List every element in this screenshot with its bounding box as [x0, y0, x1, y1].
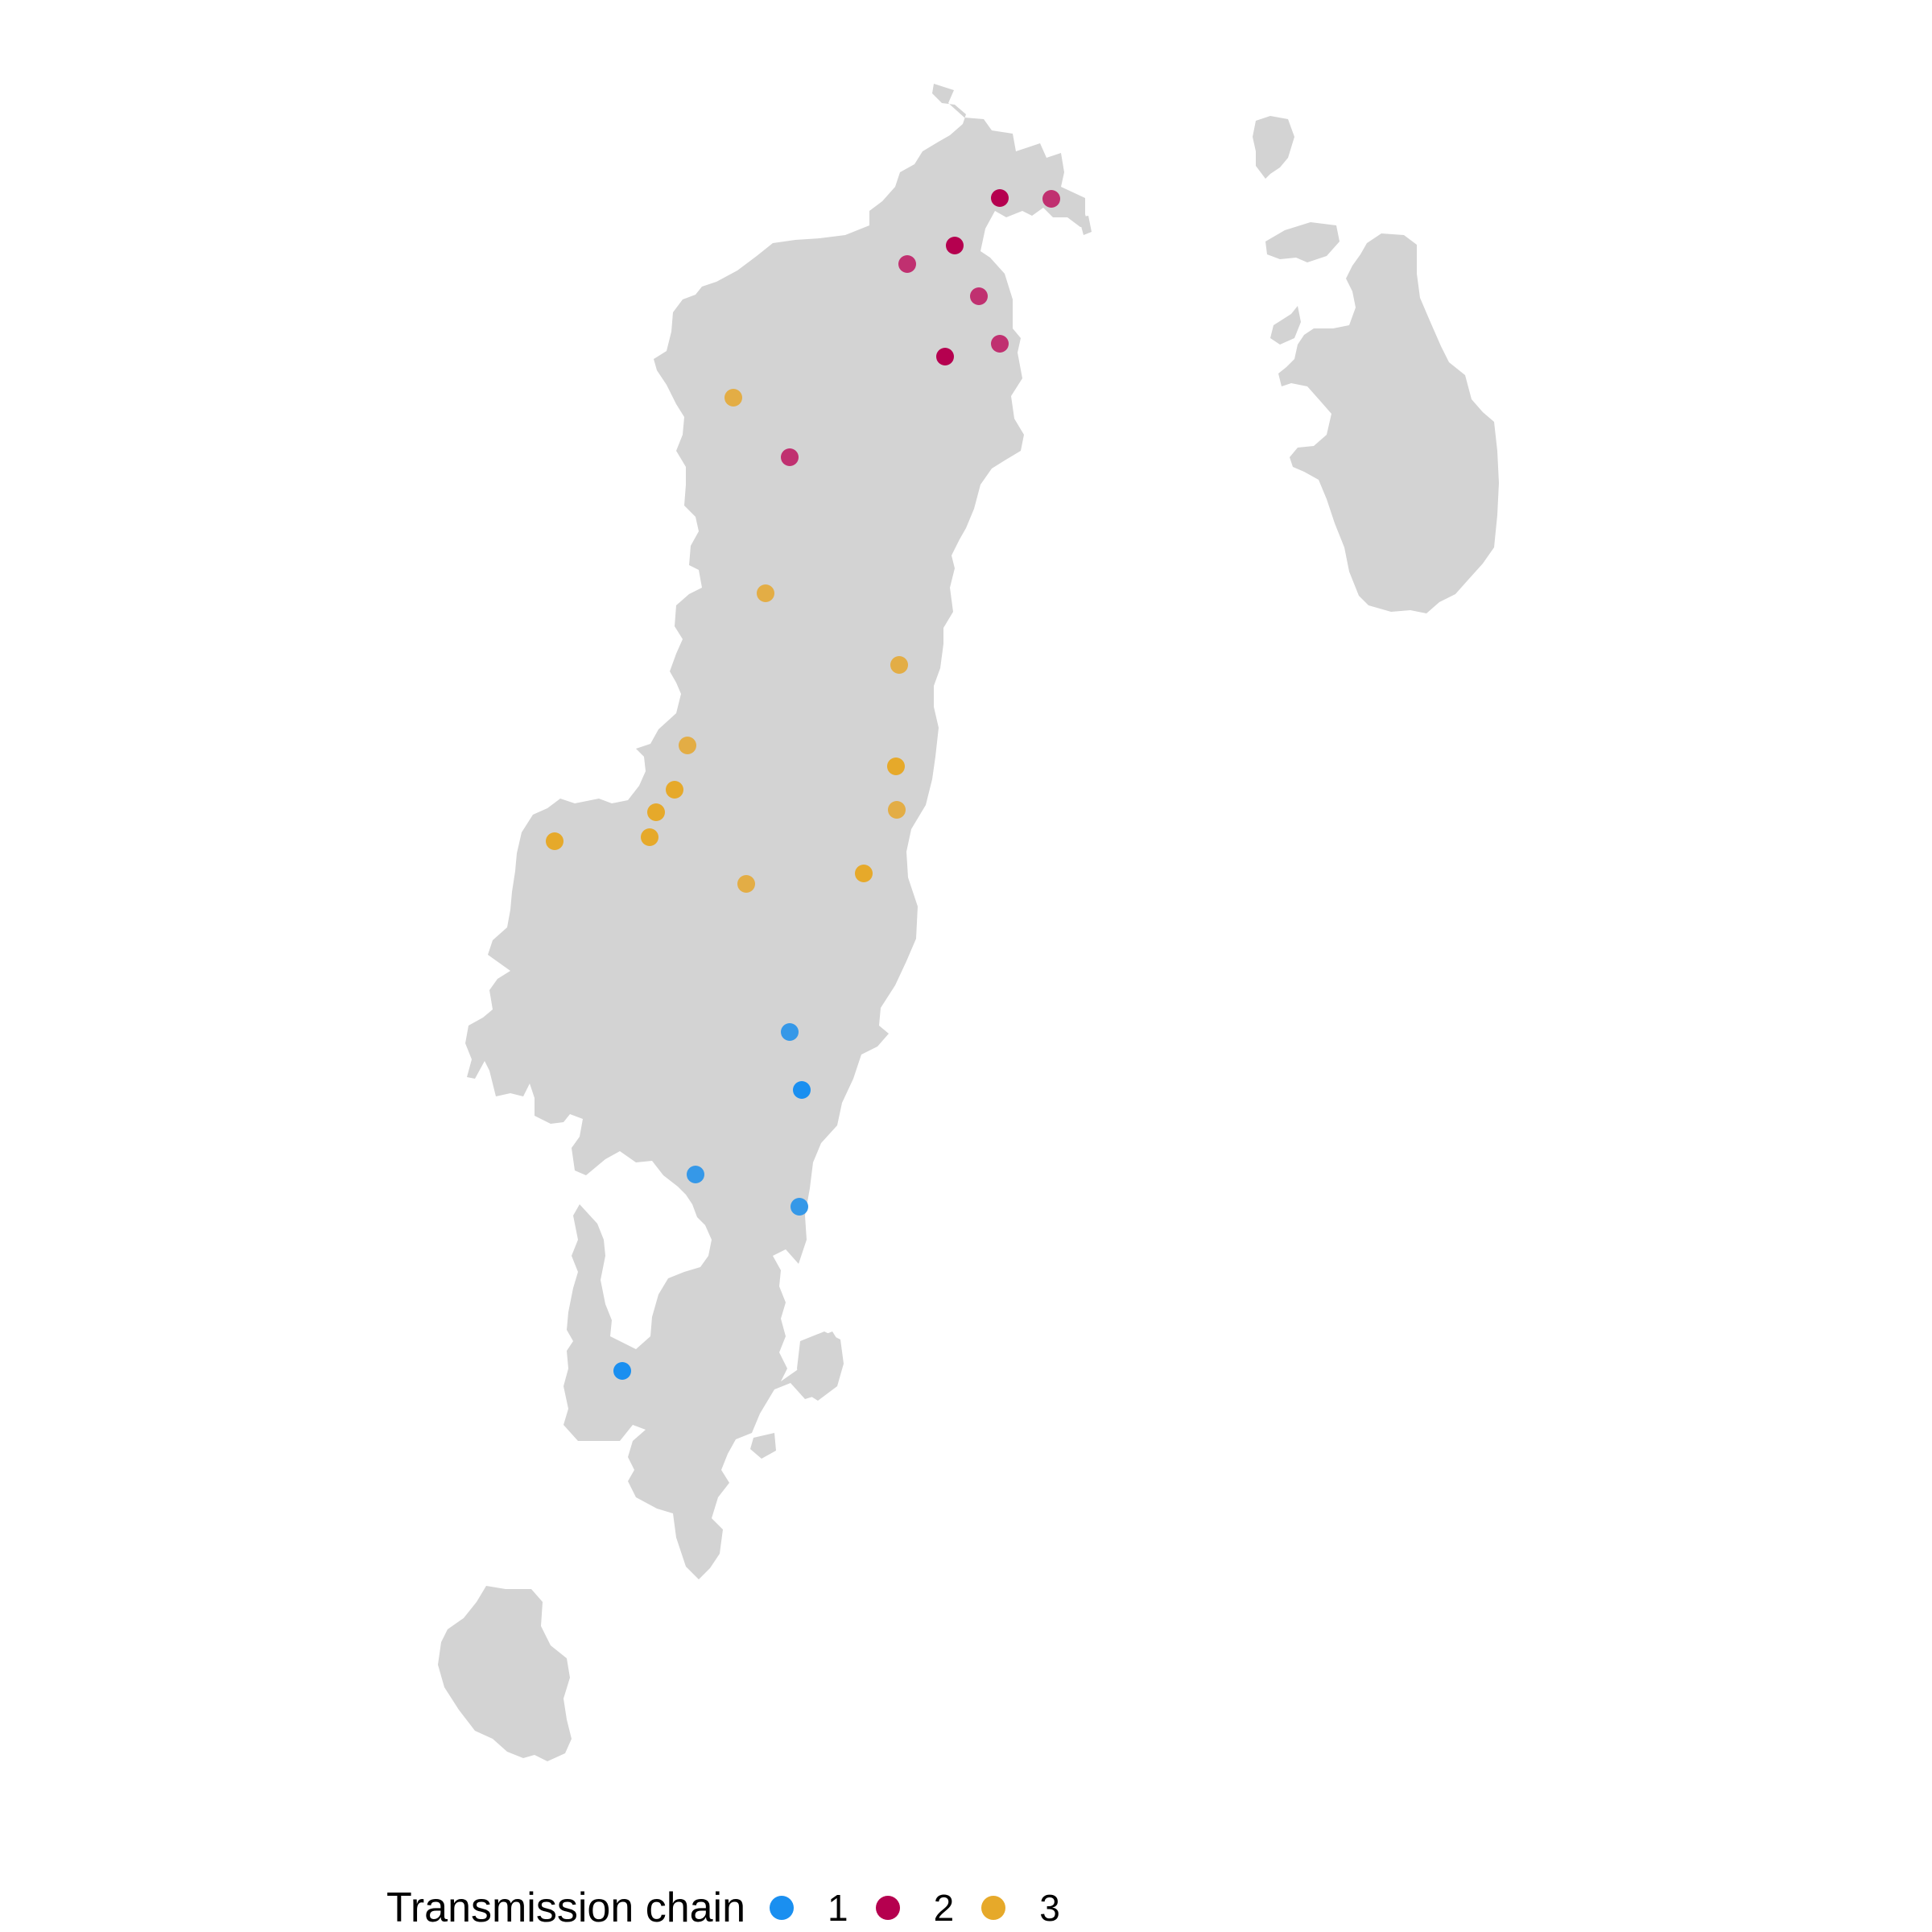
- case-point-chain-3: [647, 803, 665, 821]
- legend-key-3: [981, 1896, 1006, 1920]
- legend-entry-2: 2: [875, 1886, 955, 1930]
- case-point-chain-3: [546, 832, 564, 850]
- case-point-chain-3: [855, 865, 873, 882]
- case-point-chain-2: [781, 448, 799, 466]
- south-west-island: [438, 1586, 572, 1761]
- case-point-chain-1: [613, 1362, 631, 1380]
- legend-entry-3: 3: [981, 1886, 1060, 1930]
- points-layer: [546, 189, 1060, 1380]
- legend-key-1: [770, 1896, 795, 1920]
- legend-label-3: 3: [1039, 1887, 1060, 1929]
- legend-label-1: 1: [828, 1887, 848, 1929]
- case-point-chain-3: [679, 737, 696, 754]
- case-point-chain-3: [887, 758, 905, 775]
- case-point-chain-2: [991, 189, 1009, 207]
- case-point-chain-1: [793, 1081, 811, 1099]
- islet-south-east: [797, 1331, 844, 1401]
- case-point-chain-2: [936, 348, 954, 365]
- case-point-chain-2: [1042, 190, 1060, 208]
- case-point-chain-1: [791, 1198, 808, 1216]
- legend-label-2: 2: [933, 1887, 955, 1929]
- legend-key-2: [875, 1896, 900, 1920]
- case-point-chain-3: [737, 875, 755, 893]
- case-point-chain-2: [946, 237, 964, 254]
- case-point-chain-2: [898, 255, 916, 273]
- case-point-chain-1: [781, 1023, 799, 1041]
- case-point-chain-3: [666, 781, 683, 799]
- case-point-chain-1: [687, 1166, 704, 1183]
- islet-north-east: [1079, 216, 1092, 235]
- islet-south-small: [750, 1433, 776, 1459]
- land-layer: [438, 84, 1499, 1761]
- legend-title: Transmission chain: [386, 1885, 746, 1931]
- case-point-chain-3: [888, 801, 906, 819]
- north-east-islet: [1253, 116, 1294, 179]
- north-east-small-islet: [1265, 222, 1340, 262]
- case-point-chain-3: [890, 656, 908, 674]
- legend: Transmission chain 1 2 3: [386, 1884, 1088, 1932]
- main-island: [465, 84, 1088, 1579]
- case-point-chain-2: [970, 287, 988, 305]
- case-point-chain-3: [724, 389, 742, 407]
- east-island: [1278, 233, 1499, 613]
- case-point-chain-3: [641, 828, 658, 846]
- case-point-chain-3: [757, 584, 774, 602]
- legend-entry-1: 1: [770, 1886, 848, 1930]
- case-point-chain-2: [991, 335, 1009, 353]
- east-islet-west: [1270, 306, 1301, 345]
